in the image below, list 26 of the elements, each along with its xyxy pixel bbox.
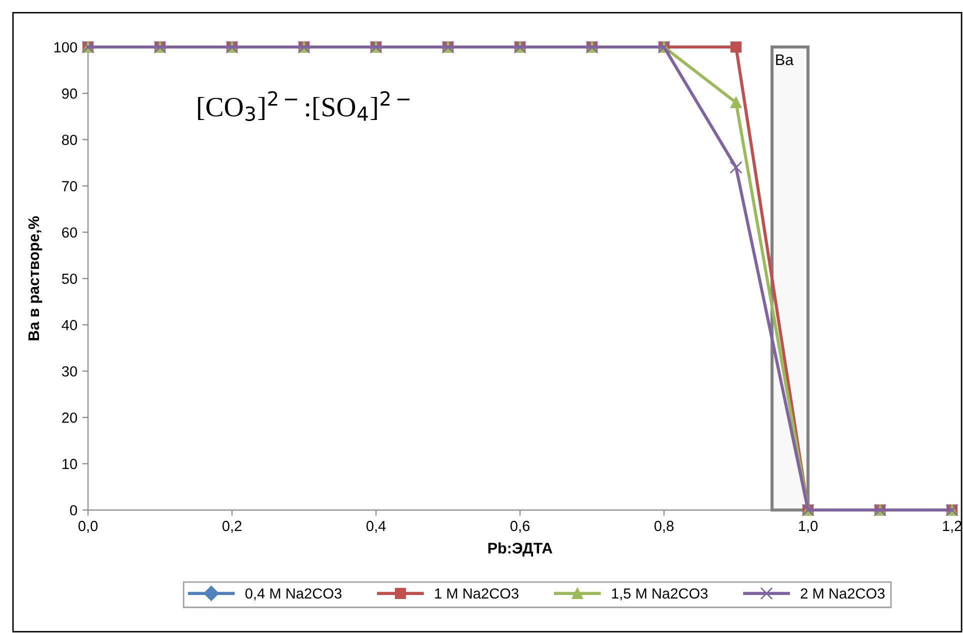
y-tick-label: 0 [70, 505, 78, 516]
y-tick-label: 80 [62, 134, 78, 146]
y-axis-title: Ba в растворе,% [28, 216, 42, 340]
x-tick-label: 1,2 [943, 520, 962, 533]
y-tick-label: 50 [62, 274, 78, 284]
x-tick-label: 0,2 [222, 520, 242, 533]
y-tick-label: 90 [62, 88, 78, 99]
y-tick-label: 60 [62, 227, 78, 238]
annotation: [CO$_{3}$]$^{2−}$:[SO$_{4}$]$^{2−}$ [198, 91, 410, 122]
x-tick-label: 0,4 [366, 520, 386, 533]
x-tick-label: 1,0 [799, 520, 818, 533]
legend-label: 2 M Na2CO3 [800, 588, 885, 599]
x-tick-label: 0,0 [78, 520, 98, 533]
legend-label: 1,5 M Na2CO3 [612, 588, 708, 600]
y-tick-label: 70 [62, 181, 78, 192]
legend-label: 0,4 M Na2CO3 [245, 588, 342, 600]
legend-label: 1 M Na2CO3 [435, 588, 518, 599]
y-tick-label: 40 [62, 320, 78, 330]
x-axis-title: Pb:ЭДТА [488, 542, 552, 556]
y-tick-label: 100 [54, 42, 78, 52]
y-tick-label: 30 [62, 366, 78, 377]
x-tick-label: 0,8 [654, 520, 674, 533]
y-tick-label: 10 [62, 458, 78, 470]
y-tick-label: 20 [62, 412, 78, 423]
band-label: Ba [776, 54, 794, 66]
x-tick-label: 0,6 [510, 520, 530, 533]
